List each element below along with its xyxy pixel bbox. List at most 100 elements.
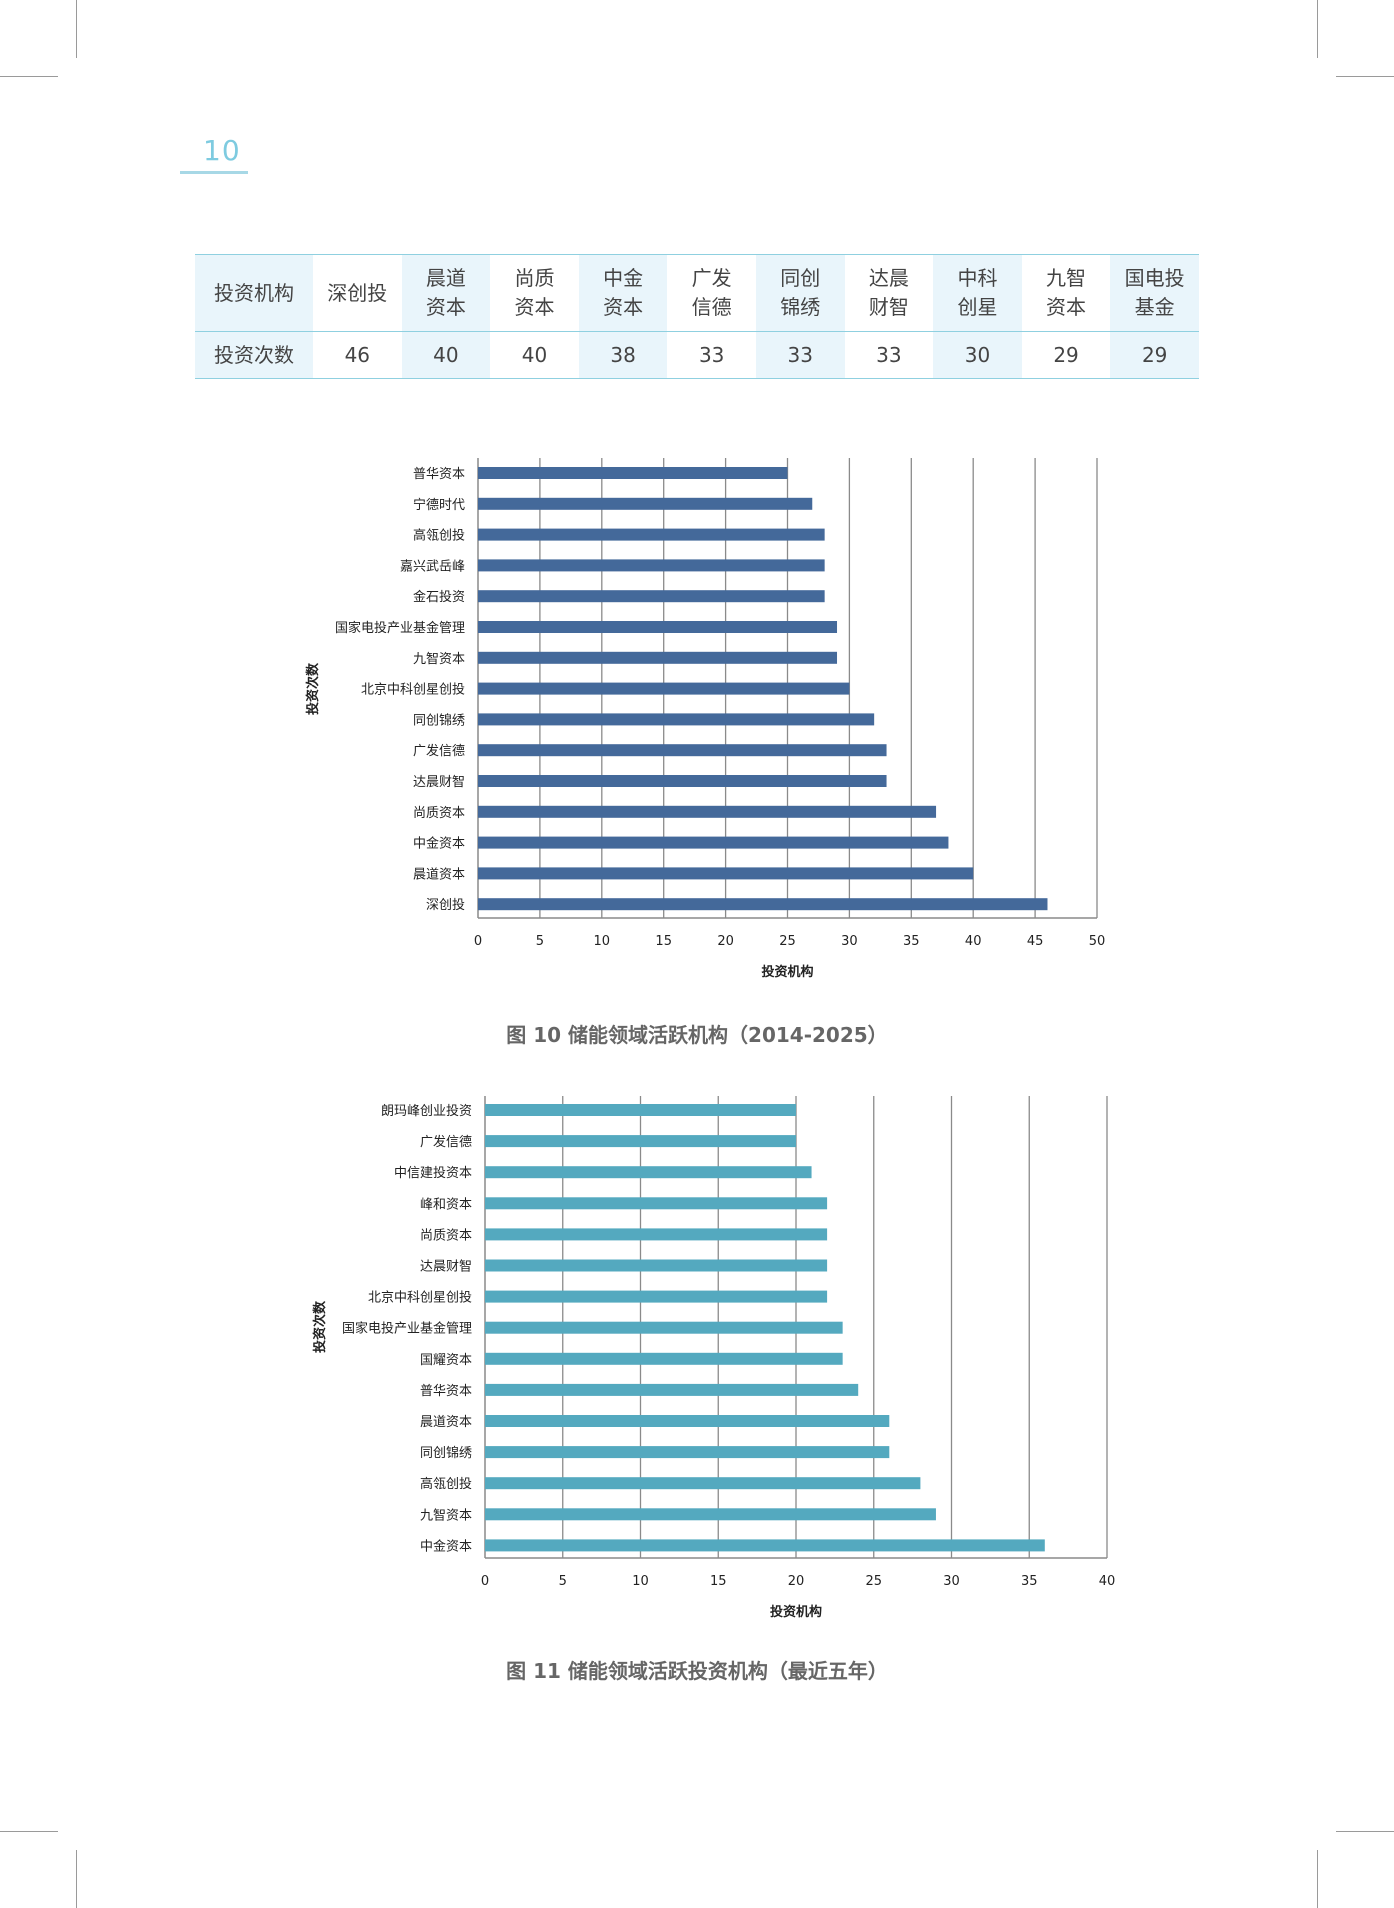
- bar: [478, 867, 974, 880]
- col-name-cell: 广发 信德: [667, 254, 756, 332]
- col-name-cell: 中金 资本: [578, 254, 668, 332]
- count-cell: 29: [1110, 331, 1199, 379]
- category-label: 尚质资本: [413, 806, 465, 821]
- page-number-underline: [180, 171, 248, 174]
- count-label-cell: 投资次数: [195, 331, 313, 379]
- category-label: 峰和资本: [420, 1197, 472, 1212]
- bar: [485, 1135, 796, 1148]
- col-name-cell: 中科 创星: [933, 254, 1022, 332]
- col-name-line: 创星: [957, 295, 998, 319]
- x-tick-label: 20: [717, 934, 734, 949]
- category-label: 中金资本: [420, 1538, 472, 1554]
- bar: [485, 1228, 828, 1241]
- crop-mark: [1336, 1831, 1394, 1832]
- bar: [478, 651, 838, 664]
- bar: [478, 744, 887, 757]
- category-label: 北京中科创星创投: [368, 1290, 472, 1306]
- category-label: 中金资本: [413, 836, 465, 852]
- category-label: 北京中科创星创投: [361, 682, 465, 698]
- x-tick-label: 20: [788, 1574, 805, 1589]
- category-label: 中信建投资本: [394, 1165, 472, 1181]
- category-label: 九智资本: [413, 652, 465, 667]
- bar: [478, 590, 825, 603]
- table-count-row: 投资次数 46 40 40 38 33 33 33 30 29 29: [195, 331, 1199, 379]
- bar: [485, 1290, 828, 1303]
- col-name-line: 深创投: [327, 280, 388, 305]
- bar: [478, 467, 788, 479]
- x-tick-label: 45: [1027, 934, 1044, 949]
- count-cell: 38: [578, 331, 668, 379]
- bar: [485, 1166, 812, 1179]
- col-name-line: 同创: [780, 266, 821, 290]
- category-label: 普华资本: [413, 467, 465, 482]
- category-label: 达晨财智: [413, 775, 465, 790]
- bar: [478, 528, 825, 541]
- category-label: 高瓴创投: [413, 528, 465, 544]
- category-label: 同创锦绣: [413, 713, 465, 728]
- bar: [478, 775, 887, 787]
- category-label: 达晨财智: [420, 1260, 472, 1275]
- x-tick-label: 25: [779, 934, 796, 949]
- count-cell: 33: [755, 331, 845, 379]
- category-label: 国耀资本: [420, 1353, 472, 1368]
- category-label: 高瓴创投: [420, 1476, 472, 1492]
- bar: [485, 1104, 796, 1116]
- header-label-cell: 投资机构: [195, 254, 313, 332]
- x-tick-label: 10: [632, 1574, 649, 1589]
- count-cell: 46: [313, 331, 402, 379]
- col-name-line: 国电投: [1124, 266, 1185, 290]
- bar: [485, 1477, 921, 1490]
- bar: [478, 682, 850, 695]
- bar: [478, 898, 1048, 911]
- category-label: 朗玛峰创业投资: [381, 1103, 472, 1119]
- col-name-cell: 达晨 财智: [844, 254, 934, 332]
- col-name-cell: 九智 资本: [1021, 254, 1111, 332]
- x-tick-label: 40: [1099, 1574, 1116, 1589]
- category-label: 晨道资本: [413, 867, 465, 882]
- col-name-cell: 国电投 基金: [1110, 254, 1199, 332]
- col-name-line: 资本: [1046, 295, 1087, 319]
- category-label: 国家电投产业基金管理: [342, 1321, 472, 1337]
- y-axis-title: 投资次数: [312, 1300, 328, 1353]
- x-axis-title: 投资机构: [761, 964, 813, 980]
- bar: [478, 836, 949, 849]
- col-name-line: 财智: [868, 295, 909, 319]
- bar: [485, 1383, 859, 1396]
- x-tick-label: 50: [1089, 934, 1106, 949]
- category-label: 晨道资本: [420, 1415, 472, 1430]
- x-tick-label: 15: [655, 934, 672, 949]
- x-tick-label: 30: [841, 934, 858, 949]
- crop-mark: [76, 1850, 77, 1908]
- bar: [485, 1352, 843, 1365]
- category-label: 嘉兴武岳峰: [400, 559, 465, 574]
- bar: [485, 1508, 936, 1521]
- x-tick-label: 15: [710, 1574, 727, 1589]
- bar: [485, 1197, 828, 1210]
- table-header-row: 投资机构 深创投 晨道 资本 尚质 资本 中金 资本 广发 信德 同创 锦绣 达晨 财智 中…: [195, 254, 1199, 332]
- category-label: 金石投资: [413, 589, 465, 605]
- bar: [478, 805, 937, 818]
- col-name-line: 中科: [957, 266, 998, 290]
- bar: [478, 621, 838, 633]
- investment-count-table: 投资机构 深创投 晨道 资本 尚质 资本 中金 资本 广发 信德 同创 锦绣 达晨 财智 中…: [195, 254, 1199, 379]
- bar: [485, 1415, 890, 1427]
- y-axis-title: 投资次数: [305, 662, 321, 715]
- col-name-line: 锦绣: [780, 295, 821, 319]
- category-label: 广发信德: [413, 743, 465, 759]
- x-tick-label: 5: [559, 1574, 567, 1589]
- figure-11-caption: 图 11 储能领域活跃投资机构（最近五年）: [506, 1659, 888, 1683]
- bar: [485, 1321, 843, 1334]
- x-axis-title: 投资机构: [770, 1604, 822, 1620]
- x-tick-label: 0: [474, 934, 482, 949]
- category-label: 广发信德: [420, 1134, 472, 1150]
- count-cell: 33: [844, 331, 934, 379]
- count-cell: 29: [1021, 331, 1111, 379]
- category-label: 尚质资本: [420, 1228, 472, 1243]
- col-name-line: 尚质: [514, 266, 555, 290]
- col-name-cell: 同创 锦绣: [755, 254, 845, 332]
- x-tick-label: 25: [865, 1574, 882, 1589]
- count-cell: 40: [490, 331, 579, 379]
- bar: [485, 1446, 890, 1459]
- crop-mark: [1317, 0, 1318, 58]
- x-tick-label: 5: [536, 934, 544, 949]
